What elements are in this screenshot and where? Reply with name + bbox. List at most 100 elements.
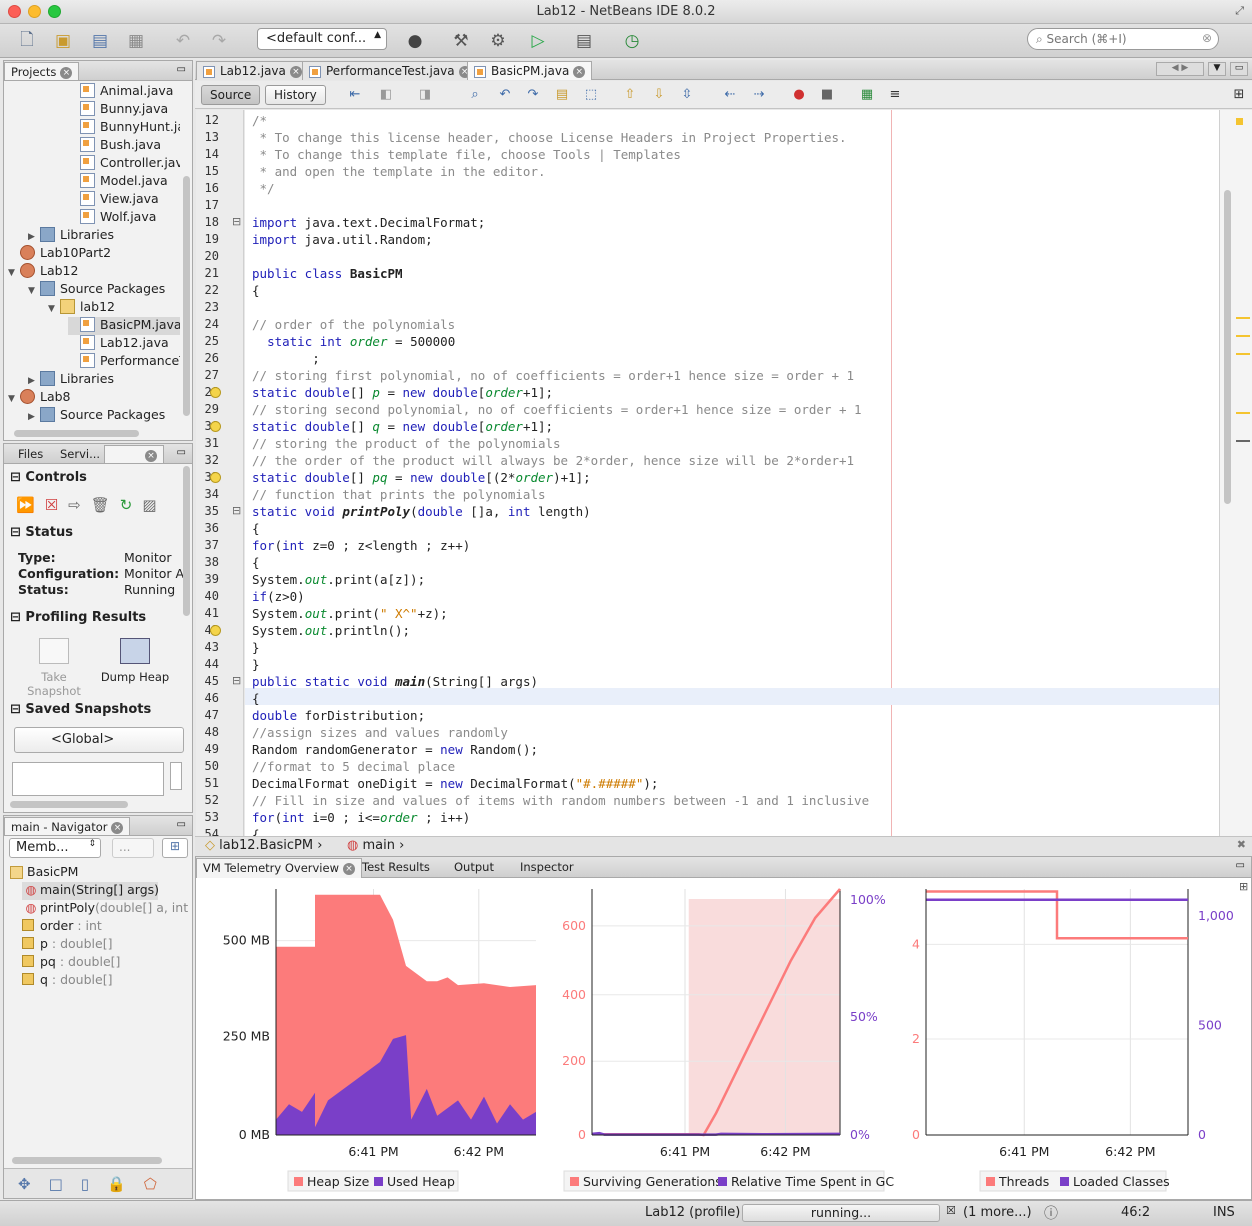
navigator-item[interactable]: q : double[] (22, 972, 192, 990)
search-input[interactable]: ⌕ Search (⌘+I) ⊗ (1027, 28, 1219, 50)
tree-item[interactable]: ▼ Lab12 (8, 263, 78, 281)
editor-scrollbar[interactable] (1224, 190, 1231, 504)
nav-options-icon[interactable]: ⊞ (162, 838, 188, 858)
toggle-highlight-icon[interactable]: ▤ (555, 87, 569, 102)
expand-right-icon[interactable]: ▶ (28, 376, 35, 386)
find-previous-icon[interactable]: ↶ (499, 87, 511, 102)
tab-performancetest-java[interactable]: PerformanceTest.java × (302, 61, 478, 80)
tree-item[interactable]: Model.java (68, 173, 168, 191)
tab-services[interactable]: Servi... (60, 447, 101, 461)
tab-files[interactable]: Files (18, 447, 44, 461)
toggle-rect-select-icon[interactable]: ⬚ (584, 87, 598, 102)
back-icon[interactable]: ◧ (379, 87, 393, 102)
warning-icon[interactable] (210, 387, 221, 398)
tab-vm-telemetry[interactable]: VM Telemetry Overview × (196, 858, 362, 878)
tree-item[interactable]: ▼ lab12 (48, 299, 115, 317)
minimize-panel-icon[interactable]: ▭ (176, 64, 186, 75)
tree-item[interactable]: View.java (68, 191, 159, 209)
profile-icon[interactable]: ◷ (624, 31, 640, 51)
last-edit-icon[interactable]: ⇤ (349, 87, 361, 102)
global-snapshots-dropdown[interactable]: <Global> (14, 727, 184, 753)
save-all-icon[interactable]: ▦ (127, 31, 145, 51)
warning-mark[interactable] (1236, 412, 1250, 414)
navigator-item[interactable]: p : double[] (22, 936, 192, 954)
expand-down-icon[interactable]: ▼ (8, 394, 15, 404)
private-icon[interactable]: 🔒 (107, 1175, 144, 1193)
tree-item[interactable]: Controller.jav (68, 155, 180, 173)
fullscreen-icon[interactable]: ⤢ (1235, 4, 1244, 17)
navigator-item[interactable]: ◍ main(String[] args) (22, 882, 158, 900)
warning-icon[interactable] (210, 472, 221, 483)
warning-icon[interactable] (210, 625, 221, 636)
tab-list-icon[interactable]: ▼ (1208, 62, 1226, 76)
warning-mark[interactable] (1236, 353, 1250, 355)
fold-icon[interactable]: ⊟ (232, 504, 242, 517)
tab-lab12-java[interactable]: Lab12.java × (196, 61, 309, 80)
expand-down-icon[interactable]: ▼ (8, 268, 15, 278)
chart-settings-icon[interactable]: ⊞ (1239, 880, 1248, 893)
minimize-window-button[interactable] (28, 5, 41, 18)
telemetry-icon[interactable]: ▨ (142, 496, 167, 514)
profiler-scrollbar[interactable] (183, 466, 190, 616)
open-project-icon[interactable]: ▤ (91, 31, 109, 51)
config-dropdown[interactable]: <default conf... ▲ (257, 28, 387, 50)
tab-projects[interactable]: Projects × (4, 62, 80, 80)
prev-bookmark-icon[interactable]: ⇧ (624, 87, 636, 102)
tab-test-results[interactable]: Test Results (362, 860, 430, 874)
modify-icon[interactable]: ⇨ (68, 496, 91, 514)
take-snapshot-button[interactable]: Take Snapshot (14, 638, 94, 698)
nav-root[interactable]: BasicPM (10, 864, 78, 879)
tree-item[interactable]: ▼ Source Packages (28, 281, 165, 299)
tab-navigator[interactable]: main - Navigator × (4, 817, 131, 835)
minimize-panel-icon[interactable]: ▭ (1235, 860, 1245, 871)
forward-icon[interactable]: ◨ (418, 87, 432, 102)
redo-icon[interactable]: ↷ (211, 31, 227, 51)
globe-icon[interactable]: ● (407, 31, 423, 51)
new-file-icon[interactable]: 🗋 (20, 29, 34, 50)
tree-item[interactable]: Bunny.java (68, 101, 168, 119)
snapshots-list[interactable] (12, 762, 164, 796)
split-editor-icon[interactable]: ⊞ (1233, 87, 1245, 102)
legend-label[interactable]: Loaded Classes (1073, 1174, 1170, 1189)
progress-bar[interactable]: running... (742, 1204, 940, 1222)
expand-down-icon[interactable]: ▼ (48, 304, 55, 314)
profiler-hscrollbar[interactable] (10, 801, 128, 808)
rerun-icon[interactable]: ⏩ (16, 496, 45, 514)
legend-label[interactable]: Relative Time Spent in GC (731, 1174, 894, 1189)
zoom-window-button[interactable] (48, 5, 61, 18)
expand-down-icon[interactable]: ▼ (28, 286, 35, 296)
more-tasks-link[interactable]: (1 more...) (963, 1205, 1032, 1220)
tab-profiler[interactable]: × (104, 445, 164, 463)
close-icon[interactable]: ✖ (1236, 838, 1246, 851)
reset-icon[interactable]: 🗑 (90, 496, 120, 514)
sort-icon[interactable]: ⬠ (143, 1175, 175, 1193)
tree-item[interactable]: ▶ Libraries (28, 227, 114, 245)
tree-item[interactable]: ▶ Source Packages (28, 407, 165, 425)
new-project-icon[interactable]: ▣ (54, 31, 72, 51)
navigator-item[interactable]: order : int (22, 918, 192, 936)
uncomment-icon[interactable]: ≡ (889, 87, 901, 102)
breadcrumb-class[interactable]: ◇ lab12.BasicPM › (205, 838, 323, 853)
fold-icon[interactable]: ⊟ (232, 215, 242, 228)
expand-right-icon[interactable]: ▶ (28, 412, 35, 422)
shift-right-icon[interactable]: ⇢ (753, 87, 765, 102)
stop-icon[interactable]: ☒ (44, 496, 69, 514)
tree-item[interactable]: Lab12.java (68, 335, 169, 353)
tab-basicpm-java[interactable]: BasicPM.java × (467, 61, 593, 80)
tree-item[interactable]: PerformanceT (68, 353, 180, 371)
legend-label[interactable]: Threads (998, 1174, 1049, 1189)
inherited-icon[interactable]: ✥ (18, 1175, 49, 1193)
warning-icon[interactable] (210, 421, 221, 432)
warning-mark[interactable] (1236, 335, 1250, 337)
dump-heap-button[interactable]: Dump Heap (100, 638, 170, 684)
tab-scroll-arrows[interactable]: ◀ ▶ (1156, 62, 1204, 76)
toggle-bookmark-icon[interactable]: ⇳ (681, 87, 693, 102)
source-button[interactable]: Source (201, 85, 261, 105)
history-button[interactable]: History (265, 85, 326, 105)
run-icon[interactable]: ▷ (531, 31, 545, 51)
members-filter-dropdown[interactable]: Memb... ⇕ (9, 838, 101, 858)
projects-scrollbar[interactable] (183, 176, 190, 416)
find-icon[interactable]: ⌕ (471, 87, 479, 102)
tree-item[interactable]: Lab10Part2 (8, 245, 111, 263)
record-macro-icon[interactable]: ● (793, 87, 805, 102)
